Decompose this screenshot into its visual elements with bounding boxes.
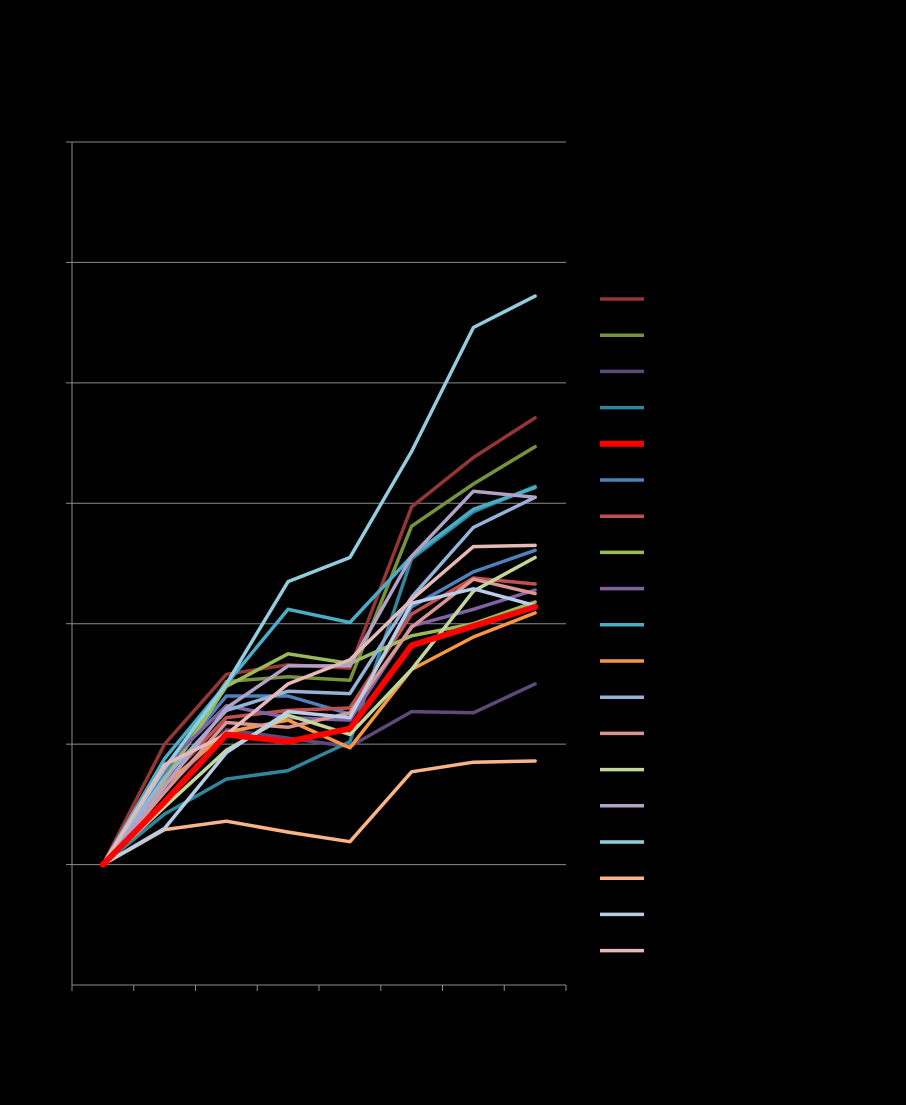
series-line-13 <box>101 577 537 867</box>
series-line-16 <box>101 294 537 867</box>
series-line-14 <box>101 555 537 867</box>
series-line-5 <box>99 603 539 868</box>
series-lines <box>99 294 539 868</box>
gridlines <box>72 141 566 866</box>
series-line-10 <box>101 485 537 867</box>
axes <box>66 141 567 991</box>
legend <box>600 297 644 953</box>
series-line-4 <box>101 484 537 867</box>
series-line-19 <box>101 543 537 867</box>
series-line-15 <box>101 489 537 867</box>
series-line-17 <box>101 759 537 867</box>
series-line-12 <box>101 495 537 867</box>
series-line-18 <box>101 587 537 867</box>
